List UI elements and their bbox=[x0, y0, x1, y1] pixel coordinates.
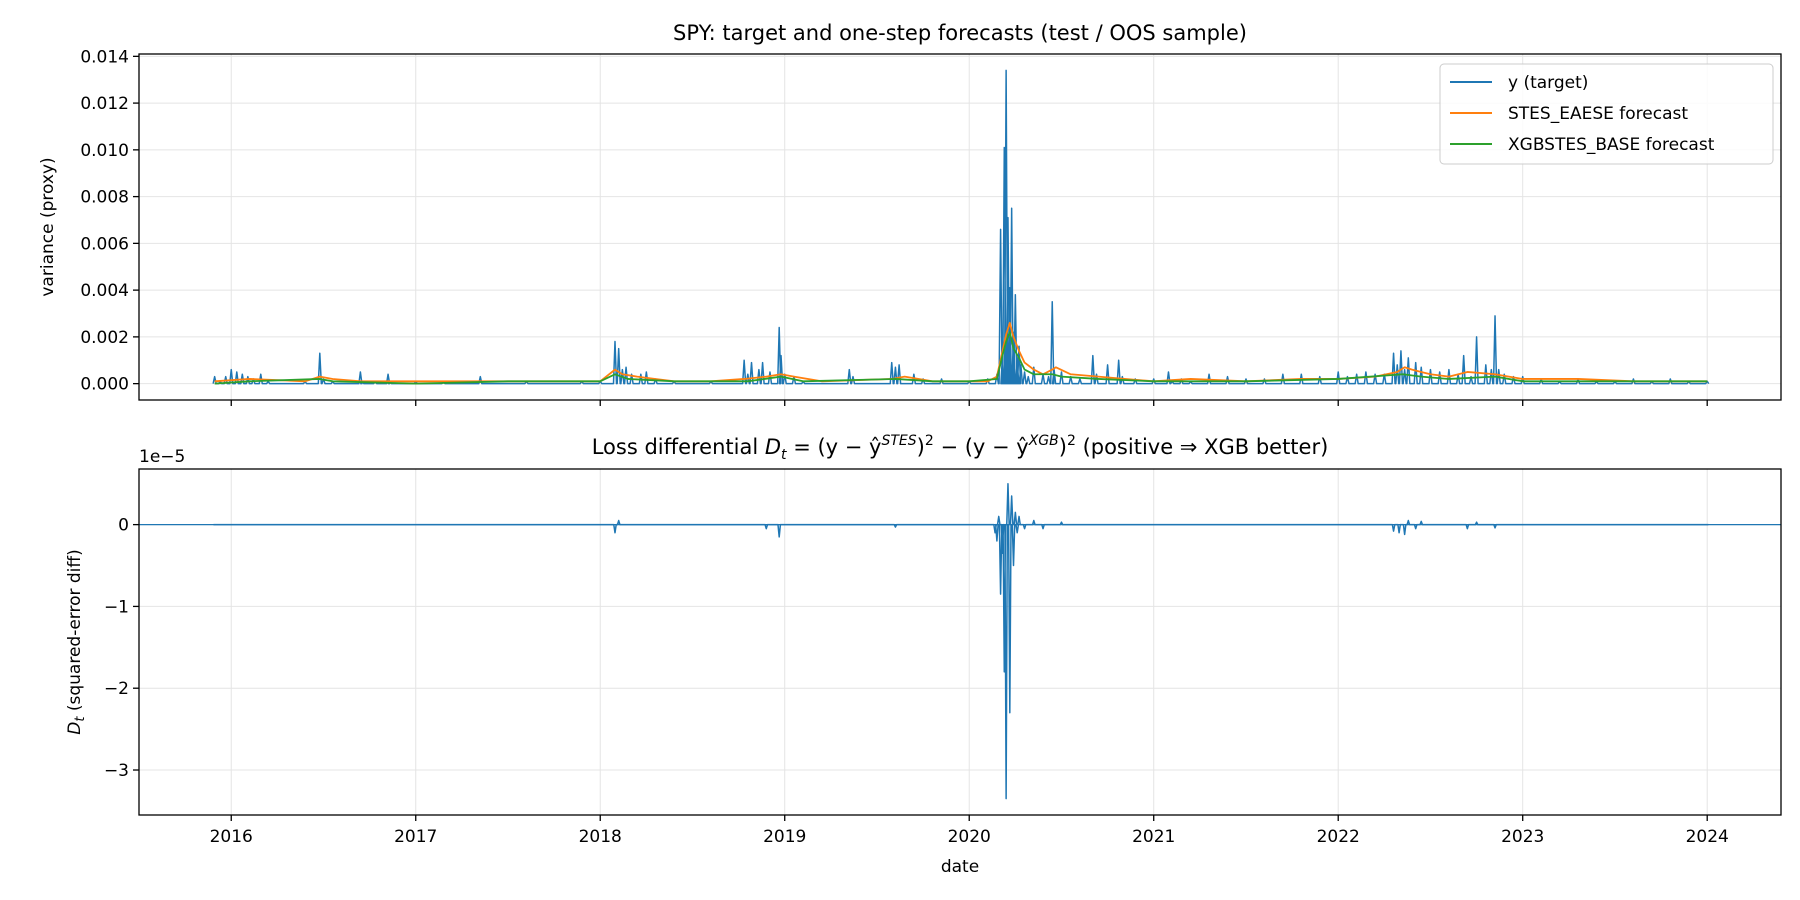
loss-differential-y-axis-label: Dt (squared-error diff) bbox=[65, 549, 88, 735]
legend: y (target) STES_EAESE forecast XGBSTES_B… bbox=[1439, 63, 1774, 165]
x-tick-label: 2016 bbox=[210, 827, 253, 847]
loss-differential-panel: Loss differential Dt = (y − ŷSTES)2 − (y… bbox=[65, 433, 1782, 877]
forecast-y-ticks: 0.000 0.002 0.004 0.006 0.008 0.010 0.012 0.014 bbox=[80, 47, 139, 395]
forecast-y-axis-label: variance (proxy) bbox=[38, 157, 58, 296]
x-tick-label: 2022 bbox=[1317, 827, 1360, 847]
x-tick-label: 2021 bbox=[1132, 827, 1175, 847]
x-tick-label: 2018 bbox=[579, 827, 622, 847]
legend-entry-target: y (target) bbox=[1450, 73, 1588, 93]
forecast-line-y-target bbox=[212, 69, 1710, 385]
loss-differential-axes-frame bbox=[138, 468, 1782, 816]
y-tick-label: −3 bbox=[104, 761, 129, 781]
loss-differential-y-ticks: −3 −2 −1 0 bbox=[104, 516, 139, 781]
loss-differential-x-ticks: 2016 2017 2018 2019 2020 2021 2022 2023 2024 bbox=[210, 815, 1729, 847]
legend-label-stes: STES_EAESE forecast bbox=[1508, 104, 1688, 124]
y-tick-label: −2 bbox=[104, 679, 129, 699]
loss-differential-series-group bbox=[139, 482, 1781, 800]
y-tick-label: 0.014 bbox=[80, 47, 129, 67]
y-tick-label: −1 bbox=[104, 597, 129, 617]
loss-differential-line-d-t bbox=[213, 482, 1709, 800]
forecast-panel: SPY: target and one-step forecasts (test… bbox=[38, 21, 1782, 406]
forecast-axes-frame bbox=[138, 53, 1782, 401]
legend-entry-stes: STES_EAESE forecast bbox=[1450, 104, 1688, 124]
y-tick-label: 0.000 bbox=[80, 375, 129, 395]
y-tick-label: 0.002 bbox=[80, 328, 129, 348]
x-tick-label: 2017 bbox=[394, 827, 437, 847]
x-tick-label: 2019 bbox=[763, 827, 806, 847]
x-tick-label: 2020 bbox=[948, 827, 991, 847]
y-tick-label: 0.012 bbox=[80, 94, 129, 114]
y-tick-label: 0 bbox=[118, 516, 129, 536]
loss-differential-grid bbox=[139, 469, 1781, 815]
loss-differential-title: Loss differential Dt = (y − ŷSTES)2 − (y… bbox=[592, 433, 1329, 463]
legend-entry-xgb: XGBSTES_BASE forecast bbox=[1450, 135, 1715, 155]
forecast-x-ticks bbox=[230, 400, 1708, 406]
forecast-series-group bbox=[212, 69, 1710, 385]
y-tick-label: 0.008 bbox=[80, 188, 129, 208]
forecast-line-stes-eaese-forecast bbox=[214, 321, 1708, 383]
legend-label-target: y (target) bbox=[1508, 73, 1588, 93]
y-tick-label: 0.006 bbox=[80, 234, 129, 254]
y-tick-label: 0.010 bbox=[80, 141, 129, 161]
x-tick-label: 2024 bbox=[1686, 827, 1729, 847]
y-tick-label: 0.004 bbox=[80, 281, 129, 301]
x-axis-label-date: date bbox=[941, 857, 979, 877]
x-tick-label: 2023 bbox=[1501, 827, 1544, 847]
legend-box bbox=[1439, 63, 1774, 165]
legend-label-xgb: XGBSTES_BASE forecast bbox=[1508, 135, 1715, 155]
forecast-panel-title: SPY: target and one-step forecasts (test… bbox=[673, 21, 1247, 45]
scale-offset-label: 1e−5 bbox=[139, 447, 185, 467]
forecast-line-xgbstes-base-forecast bbox=[214, 331, 1708, 385]
